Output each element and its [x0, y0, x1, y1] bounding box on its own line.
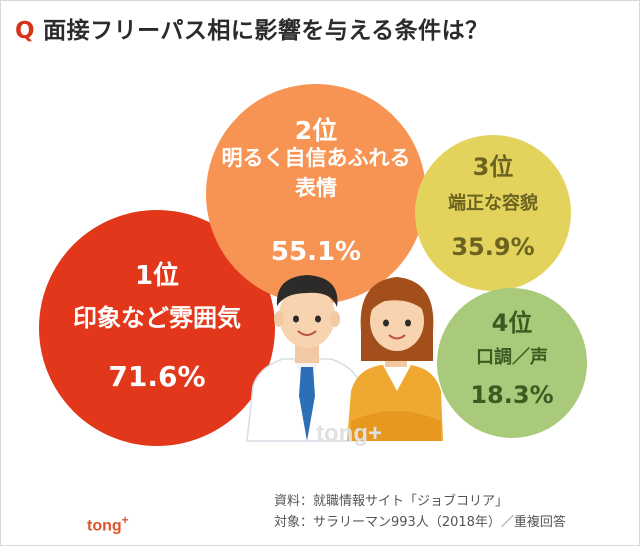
page-title: Q 面接フリーパス相に影響を与える条件は？ — [15, 11, 489, 45]
source-note: 資料：就職情報サイト「ジョブコリア」 対象：サラリーマン993人（2018年）／… — [274, 491, 566, 533]
man-figure-icon — [246, 275, 364, 442]
bubble-rank-1 — [39, 210, 275, 446]
bubble-rank-label: 2位 — [295, 116, 337, 145]
woman-figure-icon — [347, 277, 443, 441]
bubble-condition-label: 明るく自信あふれる — [222, 146, 411, 170]
title-text: 面接フリーパス相に影響を与える条件は？ — [43, 18, 489, 44]
bubble-condition-label: 口調／声 — [476, 346, 548, 368]
bubble-rank-4 — [437, 288, 587, 438]
bubble-rank-label: 3位 — [473, 153, 514, 181]
bubble-value-label: 55.1% — [271, 237, 361, 267]
source-line-1: 資料：就職情報サイト「ジョブコリア」 — [274, 494, 509, 509]
tong-logo: tong+ — [87, 513, 129, 535]
bubble-condition-label: 端正な容貌 — [448, 192, 538, 214]
bubble-rank-3 — [415, 135, 571, 291]
bubble-value-label: 71.6% — [108, 360, 205, 393]
bubble-rank-2 — [206, 84, 426, 304]
people-illustration-icon — [246, 275, 443, 442]
bubble-rank-label: 1位 — [135, 260, 179, 291]
bubble-condition-label: 表情 — [295, 176, 337, 200]
watermark: tong+ — [316, 420, 382, 447]
bubble-rank-label: 4位 — [492, 309, 533, 337]
bubble-value-label: 35.9% — [451, 233, 534, 261]
source-line-2: 対象：サラリーマン993人（2018年）／重複回答 — [274, 515, 566, 530]
q-mark: Q — [15, 18, 36, 44]
bubble-condition-label: 印象など雰囲気 — [73, 304, 241, 332]
bubble-value-label: 18.3% — [470, 381, 553, 409]
